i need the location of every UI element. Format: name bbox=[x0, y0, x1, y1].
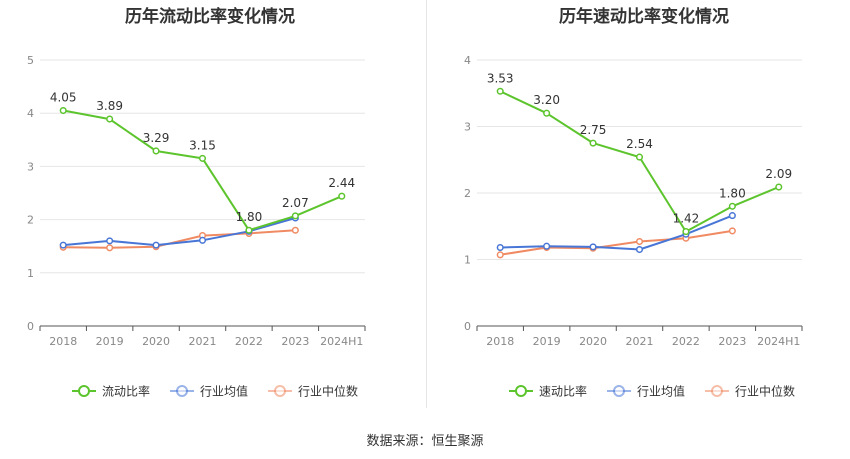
data-point bbox=[152, 147, 160, 155]
legend-marker bbox=[613, 385, 625, 397]
y-tick-label: 2 bbox=[464, 187, 471, 200]
data-label: 3.20 bbox=[533, 93, 560, 107]
data-point bbox=[106, 115, 114, 123]
y-tick-label: 3 bbox=[464, 121, 471, 134]
y-tick-label: 3 bbox=[27, 160, 34, 173]
x-tick-label: 2019 bbox=[96, 335, 124, 348]
legend-label: 流动比率 bbox=[102, 384, 150, 399]
data-label: 1.80 bbox=[236, 210, 263, 224]
data-point bbox=[589, 243, 597, 251]
data-point bbox=[291, 212, 299, 220]
series-line bbox=[499, 90, 780, 233]
data-point bbox=[59, 106, 67, 115]
data-point bbox=[728, 202, 736, 210]
data-point bbox=[728, 227, 736, 235]
chart-title-quick-ratio: 历年速动比率变化情况 bbox=[559, 7, 729, 27]
chart-title-current-ratio: 历年流动比率变化情况 bbox=[125, 7, 295, 27]
y-tick-label: 0 bbox=[464, 320, 471, 333]
series-line bbox=[63, 217, 296, 247]
data-point bbox=[338, 192, 346, 200]
x-tick-label: 2021 bbox=[626, 335, 654, 348]
data-label: 2.07 bbox=[282, 196, 309, 210]
data-point bbox=[635, 237, 644, 246]
data-point bbox=[152, 241, 160, 249]
data-point bbox=[728, 212, 736, 220]
data-point bbox=[589, 139, 597, 147]
data-label: 3.29 bbox=[143, 131, 170, 145]
data-point bbox=[59, 241, 67, 249]
y-tick-label: 0 bbox=[27, 320, 34, 333]
data-point bbox=[106, 237, 114, 245]
data-label: 4.05 bbox=[50, 91, 77, 105]
y-tick-label: 4 bbox=[27, 107, 34, 120]
data-point bbox=[245, 226, 253, 234]
data-point bbox=[291, 226, 299, 234]
data-point bbox=[543, 242, 551, 250]
data-label: 3.53 bbox=[487, 71, 514, 85]
data-point bbox=[496, 251, 504, 259]
data-point bbox=[106, 244, 114, 252]
data-point bbox=[198, 154, 207, 162]
data-point bbox=[635, 245, 644, 254]
x-tick-label: 2022 bbox=[672, 335, 700, 348]
legend-marker bbox=[78, 385, 90, 397]
data-point bbox=[198, 236, 207, 244]
x-tick-label: 2022 bbox=[235, 335, 263, 348]
data-point bbox=[775, 183, 783, 191]
x-tick-label: 2019 bbox=[533, 335, 561, 348]
x-tick-label: 2020 bbox=[142, 335, 170, 348]
data-label: 3.15 bbox=[189, 138, 216, 152]
y-tick-label: 5 bbox=[27, 54, 34, 67]
y-tick-label: 4 bbox=[464, 54, 471, 67]
x-tick-label: 2023 bbox=[718, 335, 746, 348]
legend-label: 行业中位数 bbox=[735, 384, 795, 399]
y-tick-label: 2 bbox=[27, 214, 34, 227]
data-label: 2.44 bbox=[328, 176, 355, 190]
legend-marker bbox=[711, 385, 723, 397]
data-point bbox=[496, 87, 504, 95]
data-point bbox=[496, 243, 504, 252]
legend-marker bbox=[515, 385, 527, 397]
data-label: 3.89 bbox=[96, 99, 123, 113]
x-tick-label: 2023 bbox=[281, 335, 309, 348]
legend-marker bbox=[176, 385, 188, 397]
series-line bbox=[500, 229, 733, 256]
x-tick-label: 2018 bbox=[49, 335, 77, 348]
data-source-note: 数据来源：恒生聚源 bbox=[366, 434, 484, 449]
x-tick-label: 2020 bbox=[579, 335, 607, 348]
data-label: 1.42 bbox=[673, 212, 700, 226]
x-tick-label: 2018 bbox=[486, 335, 514, 348]
data-point bbox=[682, 228, 690, 236]
x-tick-label: 2024H1 bbox=[320, 335, 363, 348]
legend-label: 行业均值 bbox=[637, 384, 685, 399]
panel-divider bbox=[426, 0, 427, 408]
legend-label: 行业均值 bbox=[200, 384, 248, 399]
data-point bbox=[635, 153, 644, 161]
x-tick-label: 2024H1 bbox=[757, 335, 800, 348]
x-tick-label: 2021 bbox=[189, 335, 217, 348]
y-tick-label: 1 bbox=[27, 267, 34, 280]
y-tick-label: 1 bbox=[464, 254, 471, 267]
legend-marker bbox=[274, 385, 286, 397]
series-line bbox=[500, 214, 733, 251]
data-label: 2.54 bbox=[626, 137, 653, 151]
legend-label: 速动比率 bbox=[539, 384, 587, 399]
data-point bbox=[543, 109, 551, 117]
data-label: 1.80 bbox=[719, 186, 746, 200]
series-line bbox=[63, 229, 296, 249]
legend-label: 行业中位数 bbox=[298, 384, 358, 399]
series-line bbox=[63, 109, 343, 232]
data-label: 2.09 bbox=[765, 167, 792, 181]
data-label: 2.75 bbox=[580, 123, 607, 137]
